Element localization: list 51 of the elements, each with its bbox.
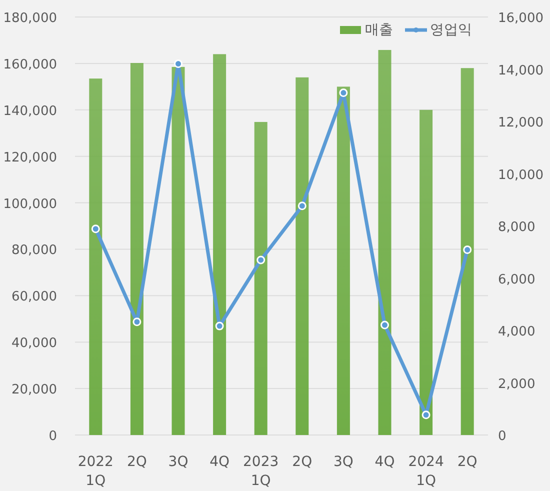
y-tick-label: 120,000 (3, 150, 57, 166)
y2-tick-label: 2,000 (498, 376, 536, 392)
point (339, 88, 348, 98)
point (256, 256, 266, 264)
point (174, 60, 182, 68)
bar (89, 78, 102, 435)
x-tick-label: 4Q (374, 454, 395, 470)
point (298, 202, 306, 210)
y2-tick-label: 0 (498, 429, 506, 444)
bar (254, 122, 268, 435)
y-tick-label: 40,000 (12, 336, 57, 352)
bar (378, 50, 392, 435)
bar (213, 54, 226, 435)
bar (130, 62, 144, 435)
y-tick-label: 140,000 (3, 104, 57, 119)
y2-tick-label: 12,000 (498, 116, 544, 130)
y2-tick-label: 10,000 (498, 168, 544, 183)
y-tick-label: 80,000 (12, 243, 57, 258)
x-tick-label: 2022 1Q (78, 454, 114, 489)
bar (172, 66, 185, 435)
y-tick-label: 0 (48, 429, 57, 444)
x-tick-label: 2Q (292, 454, 312, 470)
x-tick-label: 3Q (168, 454, 188, 470)
x-tick-label: 2024 1Q (408, 454, 444, 489)
bar (296, 77, 309, 435)
x-tick-label: 2023 1Q (243, 454, 279, 489)
x-tick-label: 4Q (210, 454, 230, 470)
y-tick-label: 180,000 (3, 11, 57, 26)
y2-tick-label: 16,000 (498, 11, 544, 26)
point (380, 320, 389, 330)
y-tick-label: 100,000 (3, 196, 57, 212)
bar (460, 68, 474, 435)
legend-label: 매출 (365, 22, 393, 38)
x-tick-label: 3Q (333, 454, 354, 470)
y-tick-label: 60,000 (12, 290, 57, 305)
bar (420, 110, 433, 435)
y-tick-label: 160,000 (3, 57, 57, 72)
x-tick-label: 2Q (457, 454, 478, 470)
point (215, 322, 224, 330)
point (463, 246, 472, 254)
y-tick-label: 20,000 (12, 382, 57, 398)
point (91, 224, 100, 234)
point (132, 318, 142, 326)
bar (336, 86, 350, 435)
y2-tick-label: 8,000 (498, 220, 536, 235)
point (422, 410, 430, 420)
y2-tick-label: 14,000 (498, 63, 544, 78)
x-tick-label: 2Q (126, 454, 147, 470)
legend-label: 영업익 (430, 22, 472, 38)
y2-tick-label: 4,000 (498, 324, 536, 340)
y2-tick-label: 6,000 (498, 272, 536, 288)
